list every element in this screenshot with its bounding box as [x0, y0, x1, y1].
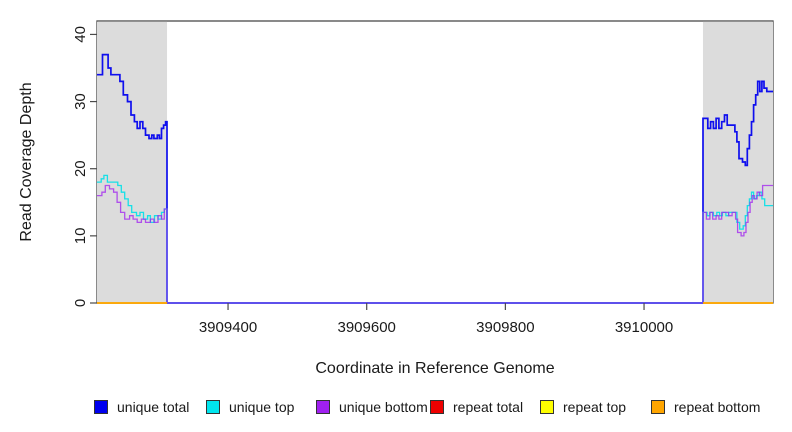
- legend-swatch: [430, 400, 444, 414]
- legend-swatch: [651, 400, 665, 414]
- legend: unique total unique top unique bottom repea…: [0, 399, 792, 419]
- x-tick-label: 3909400: [199, 319, 257, 336]
- legend-item-unique-top: unique top: [206, 399, 294, 415]
- y-tick-label: 20: [72, 160, 89, 177]
- legend-label: repeat bottom: [674, 399, 761, 415]
- plot-area: 3909400 3909600 3909800 3910000 0 10 20 30 40: [72, 20, 774, 336]
- y-tick-label: 40: [72, 26, 89, 43]
- x-axis-title: Coordinate in Reference Genome: [315, 360, 555, 377]
- legend-swatch: [540, 400, 554, 414]
- y-tick-label: 10: [72, 228, 89, 245]
- legend-label: repeat total: [453, 399, 524, 415]
- series-unique-top: [97, 174, 773, 304]
- legend-swatch: [316, 400, 330, 414]
- legend-label: unique top: [229, 399, 295, 415]
- x-tick-label: 3909600: [338, 319, 396, 336]
- series-unique-total: [97, 53, 773, 304]
- legend-swatch: [206, 400, 220, 414]
- legend-label: unique total: [117, 399, 190, 415]
- legend-item-repeat-top: repeat top: [540, 399, 626, 415]
- y-tick-label: 0: [72, 299, 89, 307]
- x-tick-label: 3910000: [615, 319, 673, 336]
- legend-item-unique-bottom: unique bottom: [316, 399, 428, 415]
- plot-box: [96, 20, 774, 304]
- y-axis-title: Read Coverage Depth: [18, 82, 35, 242]
- legend-label: unique bottom: [339, 399, 428, 415]
- legend-item-repeat-total: repeat total: [430, 399, 523, 415]
- series-unique-bottom: [97, 184, 773, 304]
- masked-region: [702, 21, 773, 303]
- legend-item-repeat-bottom: repeat bottom: [651, 399, 760, 415]
- x-tick-label: 3909800: [476, 319, 534, 336]
- legend-item-unique-total: unique total: [94, 399, 189, 415]
- y-tick-label: 30: [72, 93, 89, 110]
- legend-label: repeat top: [563, 399, 627, 415]
- legend-swatch: [94, 400, 108, 414]
